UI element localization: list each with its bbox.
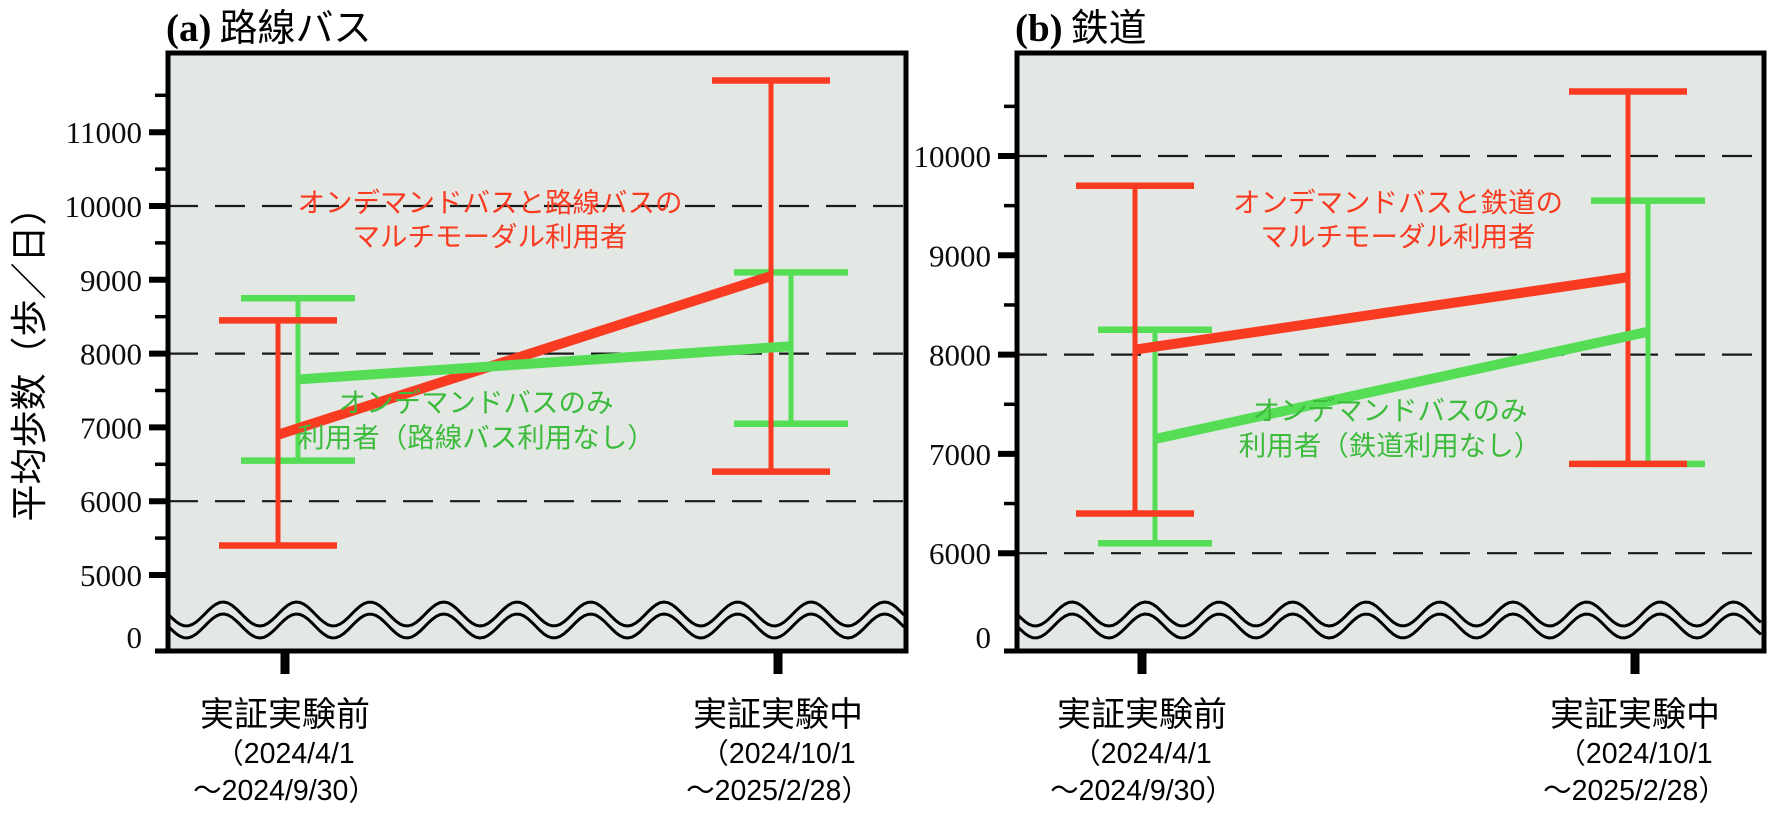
chart-title-b: (b) 鉄道 — [1015, 7, 1147, 50]
series-line-green_series — [297, 341, 792, 385]
axis-break-wave-lower — [1015, 612, 1762, 640]
y-tick-label-5000: 5000 — [80, 558, 142, 593]
x-label-during-date2: ～2025/2/28） — [1543, 775, 1727, 807]
chart-b: 6000 7000 8000 9000 10000 0 実証実験前 （2024/4/1 ～202… — [914, 7, 1767, 807]
y-tick-label-7000: 7000 — [80, 410, 142, 445]
y-tick-label-8000: 8000 — [80, 337, 142, 372]
chart-title-text: 路線バス — [219, 8, 371, 50]
x-label-during: 実証実験中 — [693, 696, 863, 734]
y-tick-label-9000: 9000 — [929, 238, 991, 273]
chart-title-text: 鉄道 — [1071, 8, 1147, 50]
x-label-before-date1: （2024/4/1 — [1072, 738, 1211, 770]
chart-title-tag: (a) — [166, 7, 211, 50]
y-tick-label-0: 0 — [127, 620, 143, 655]
series-line-red_series — [1134, 272, 1629, 355]
x-label-before-date1: （2024/4/1 — [215, 738, 354, 770]
series-annotation-red_series-line1: オンデマンドバスと路線バスの — [298, 187, 683, 218]
series-annotation-green_series-line2: 利用者（鉄道利用なし） — [1239, 430, 1542, 461]
y-tick-label-9000: 9000 — [80, 263, 142, 298]
axis-break-wave-lower — [166, 612, 906, 640]
chart-title-tag: (b) — [1015, 7, 1063, 50]
x-label-before: 実証実験前 — [1057, 696, 1227, 734]
series-annotation-green_series-line1: オンデマンドバスのみ — [339, 387, 614, 418]
y-tick-label-10000: 10000 — [914, 139, 992, 174]
series-annotation-red_series-line2: マルチモーダル利用者 — [1261, 221, 1536, 252]
chart-a: 5000 6000 7000 8000 9000 10000 11000 0 実証実験前 （202… — [65, 7, 909, 807]
x-label-during-date1: （2024/10/1 — [1557, 738, 1712, 770]
series-annotation-green_series-line1: オンデマンドバスのみ — [1253, 395, 1528, 426]
y-tick-label-6000: 6000 — [929, 536, 991, 571]
y-tick-label-7000: 7000 — [929, 437, 991, 472]
y-tick-label-8000: 8000 — [929, 338, 991, 373]
axis-break-wave-upper — [1015, 600, 1762, 628]
plot-area — [1017, 53, 1764, 651]
y-tick-label-6000: 6000 — [80, 484, 142, 519]
y-tick-label-0: 0 — [976, 620, 992, 655]
series-annotation-green_series-line2: 利用者（路線バス利用なし） — [297, 422, 655, 453]
axis-break-wave-upper — [166, 600, 906, 628]
y-axis-label: 平均歩数（歩／日） — [9, 189, 50, 522]
chart-title-a: (a) 路線バス — [166, 7, 372, 50]
y-tick-label-11000: 11000 — [66, 115, 142, 150]
x-label-during-date2: ～2025/2/28） — [686, 775, 870, 807]
y-tick-label-10000: 10000 — [65, 189, 143, 224]
series-annotation-red_series-line2: マルチモーダル利用者 — [353, 221, 628, 252]
x-label-during-date1: （2024/10/1 — [700, 738, 855, 770]
series-annotation-red_series-line1: オンデマンドバスと鉄道の — [1233, 187, 1563, 218]
series-line-red_series — [276, 271, 773, 440]
series-line-green_series — [1153, 326, 1650, 444]
x-label-before-date2: ～2024/9/30） — [193, 775, 377, 807]
x-label-during: 実証実験中 — [1550, 696, 1720, 734]
x-label-before-date2: ～2024/9/30） — [1050, 775, 1234, 807]
x-label-before: 実証実験前 — [200, 696, 370, 734]
